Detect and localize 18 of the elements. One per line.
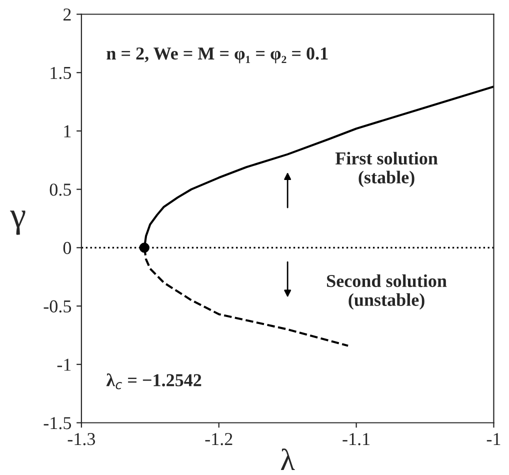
y-axis-title: γ [10,210,26,235]
annotation: First solution (stable) [335,152,438,188]
annotation: λ$_{c}$ = −1.2542 [106,373,202,390]
y-tick-label: -1 [57,358,71,371]
y-tick-label: -1.5 [44,417,72,430]
y-tick-label: -0.5 [44,300,72,313]
x-tick-label: -1 [486,433,500,445]
x-axis-title: λ [280,448,295,470]
annotation: Second solution (unstable) [327,274,447,310]
x-tick-label: -1.2 [205,433,232,446]
y-tick-label: 2 [63,8,71,21]
annotation: n = 2, We = M = φ₁ = φ₂ = 0.1 [106,47,328,64]
y-tick-label: 0 [63,242,72,254]
x-tick-label: -1.1 [342,433,370,446]
y-tick-label: 0.5 [50,184,72,196]
y-tick-label: 1.5 [50,66,72,80]
x-tick-label: -1.3 [68,433,96,446]
y-tick-label: 1 [64,125,71,138]
